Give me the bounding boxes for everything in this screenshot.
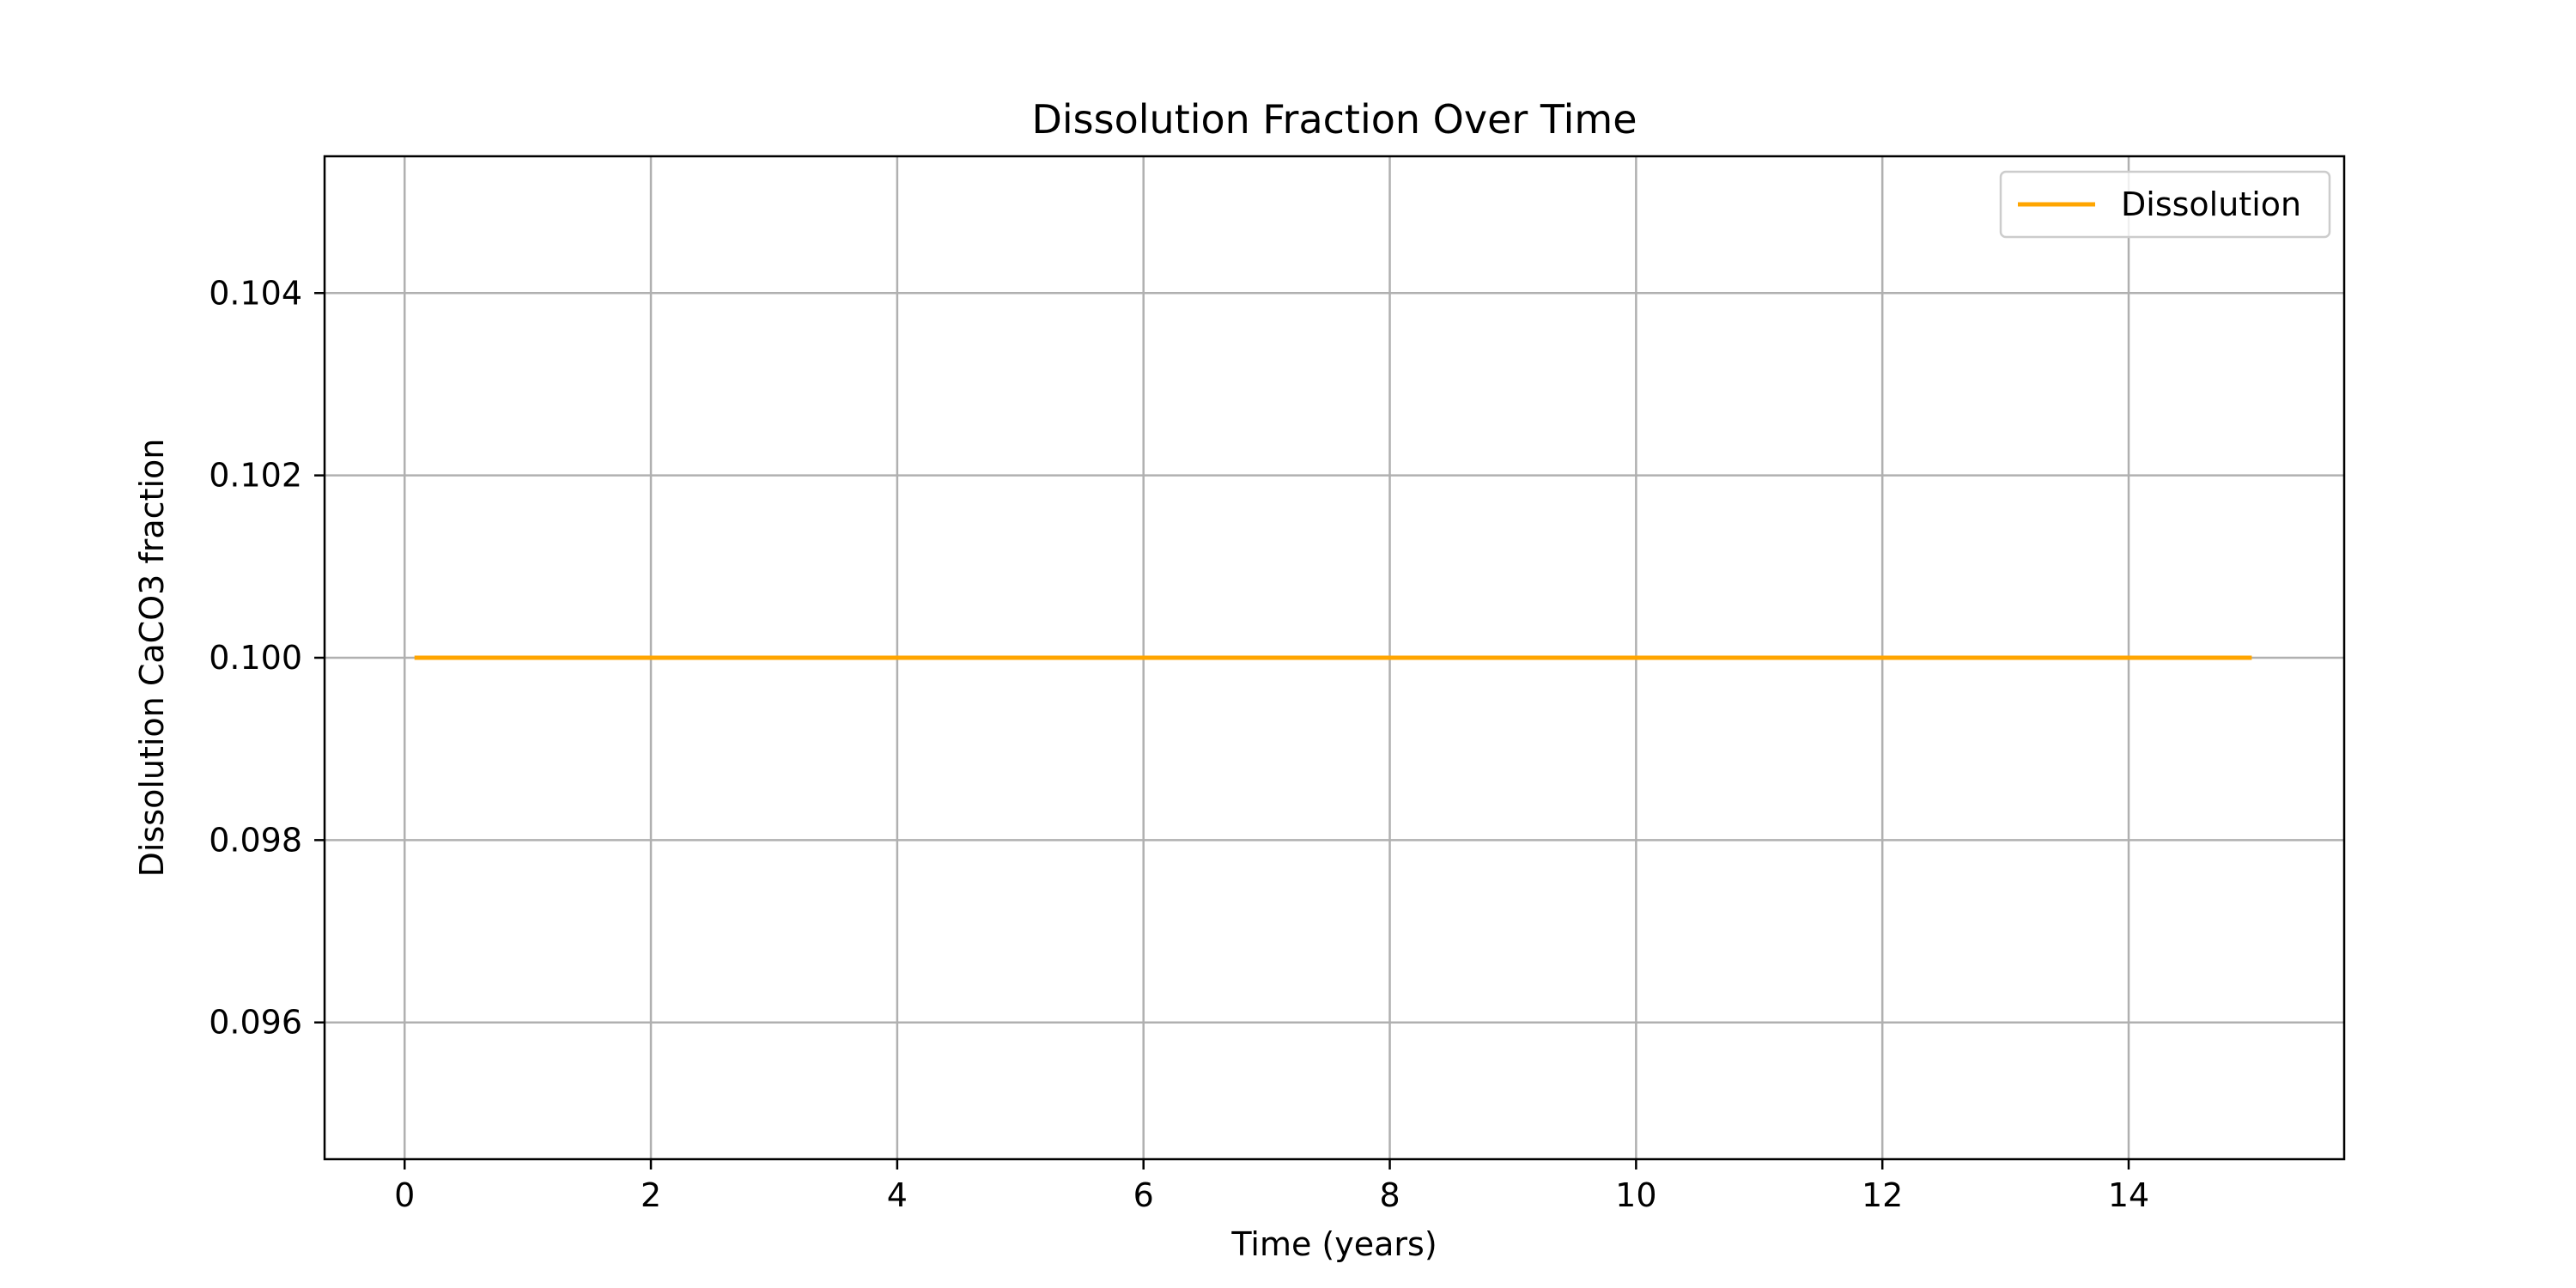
y-tick-label: 0.098 [209,821,302,859]
axis-ticks: 0 2 4 6 8 10 12 14 0.096 0.098 0.100 0.102 0.104 [209,274,2149,1214]
chart-title: Dissolution Fraction Over Time [1031,96,1637,143]
x-tick-label: 4 [887,1176,908,1214]
y-tick-label: 0.102 [209,457,302,495]
legend-box [1999,170,2331,239]
legend-label: Dissolution [2121,185,2301,223]
x-tick-label: 10 [1615,1176,1656,1214]
x-tick-label: 14 [2108,1176,2149,1214]
x-tick-label: 2 [641,1176,661,1214]
x-tick-label: 8 [1379,1176,1400,1214]
x-axis-label: Time (years) [1230,1225,1437,1263]
y-axis-label: Dissolution CaCO3 fraction [133,439,171,878]
x-tick-label: 12 [1862,1176,1903,1214]
x-tick-label: 0 [394,1176,415,1214]
y-tick-label: 0.104 [209,274,302,312]
legend: Dissolution [1999,170,2331,239]
x-tick-label: 6 [1133,1176,1154,1214]
y-tick-label: 0.096 [209,1004,302,1042]
y-tick-label: 0.100 [209,639,302,677]
